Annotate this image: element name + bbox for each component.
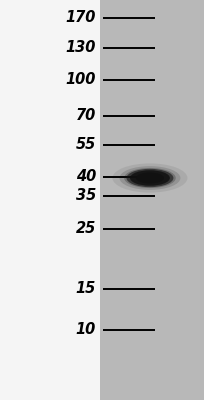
Text: 55: 55 bbox=[76, 137, 96, 152]
Ellipse shape bbox=[112, 164, 187, 192]
Bar bbox=[0, 0, 100, 400]
Text: 40: 40 bbox=[76, 169, 96, 184]
Text: 10: 10 bbox=[76, 322, 96, 338]
Text: 35: 35 bbox=[76, 188, 96, 204]
Ellipse shape bbox=[130, 170, 170, 186]
Ellipse shape bbox=[136, 172, 164, 184]
Ellipse shape bbox=[119, 166, 180, 190]
Text: 100: 100 bbox=[65, 72, 96, 88]
Text: 25: 25 bbox=[76, 221, 96, 236]
Text: 15: 15 bbox=[76, 281, 96, 296]
Text: 170: 170 bbox=[65, 10, 96, 26]
Text: 70: 70 bbox=[76, 108, 96, 124]
Ellipse shape bbox=[126, 169, 173, 187]
Text: 130: 130 bbox=[65, 40, 96, 56]
Ellipse shape bbox=[124, 168, 176, 188]
